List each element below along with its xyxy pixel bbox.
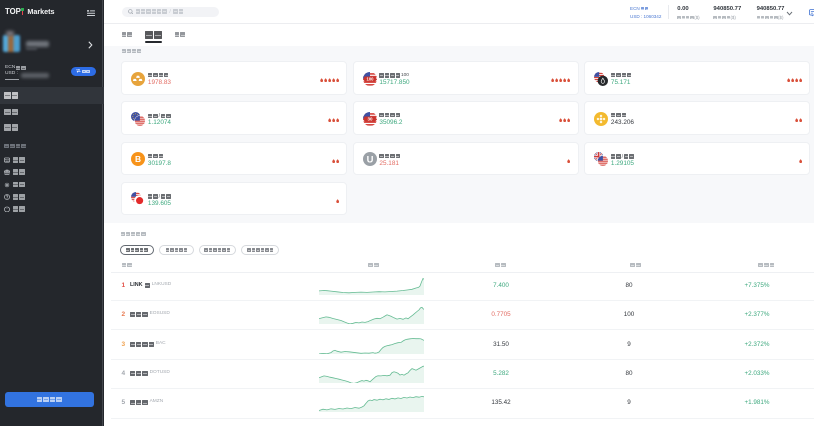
svg-text:30: 30 [367, 116, 372, 121]
svg-text:U: U [367, 155, 374, 166]
svg-text:B: B [135, 154, 141, 164]
svg-text:100: 100 [366, 76, 374, 81]
